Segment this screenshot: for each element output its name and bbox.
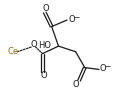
Text: −: − [104,63,111,72]
Text: O: O [30,40,37,49]
Text: O: O [69,15,75,24]
Text: Ce: Ce [7,47,18,56]
Text: O: O [100,64,106,73]
Text: O: O [40,71,47,80]
Text: O: O [72,80,79,89]
Text: −: − [74,13,80,22]
Text: O: O [43,4,49,13]
Text: HO: HO [38,41,51,50]
